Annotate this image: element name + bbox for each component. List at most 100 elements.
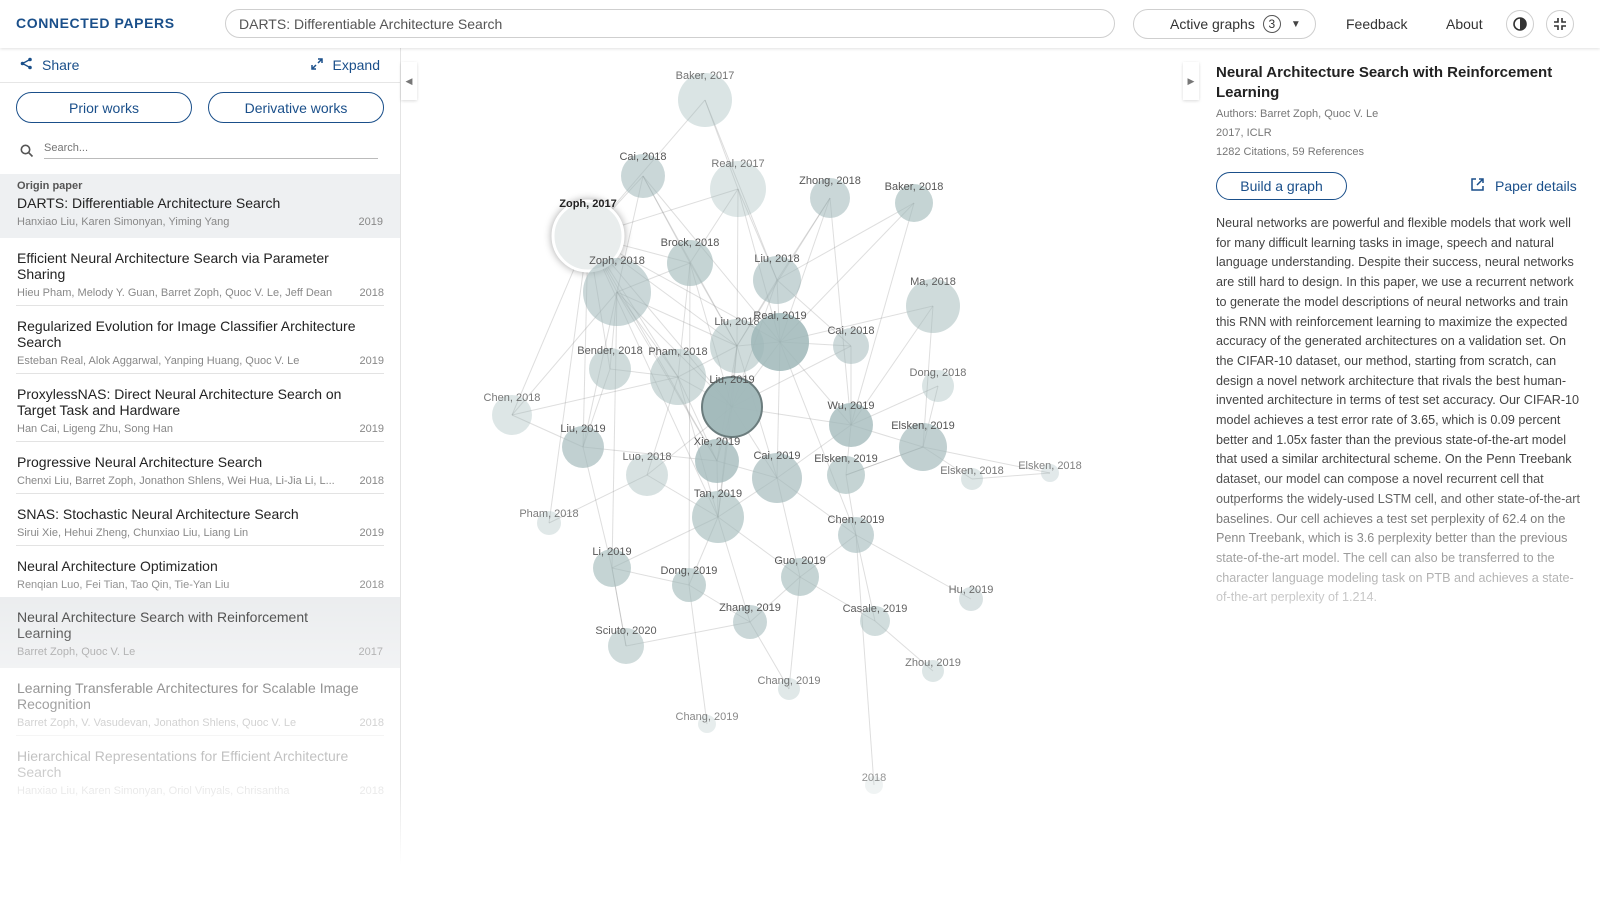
graph-node[interactable]: Elsken, 2019 <box>891 420 955 471</box>
graph-node-circle <box>589 348 631 390</box>
graph-node-circle <box>751 313 809 371</box>
graph-node[interactable]: Zoph, 2017 <box>551 198 625 273</box>
prior-works-button[interactable]: Prior works <box>16 92 192 123</box>
chevron-down-icon: ▼ <box>1290 18 1301 30</box>
graph-node-label: Zhang, 2019 <box>719 602 781 614</box>
active-graphs-dropdown[interactable]: Active graphs 3 ▼ <box>1133 9 1316 39</box>
graph-node-circle <box>667 240 713 286</box>
paper-title: Neural Architecture Optimization <box>17 558 218 574</box>
about-link[interactable]: About <box>1446 16 1483 32</box>
graph-node[interactable]: Real, 2017 <box>710 158 766 217</box>
graph-node[interactable]: Ma, 2018 <box>906 276 960 333</box>
graph-node[interactable]: Chang, 2019 <box>758 675 821 700</box>
origin-paper-item[interactable]: Origin paper DARTS: Differentiable Archi… <box>0 174 400 238</box>
graph-node[interactable]: Chen, 2019 <box>828 514 885 553</box>
graph-node[interactable]: Casale, 2019 <box>843 603 908 636</box>
graph-node[interactable]: Pham, 2018 <box>648 346 708 405</box>
collapse-right-toggle[interactable]: ▶ <box>1183 62 1199 100</box>
graph-node[interactable]: Dong, 2018 <box>910 367 967 402</box>
graph-node[interactable]: Liu, 2019 <box>701 374 763 438</box>
list-item[interactable]: Progressive Neural Architecture Search C… <box>16 442 384 494</box>
graph-node[interactable]: Zhang, 2019 <box>719 602 781 639</box>
list-item[interactable]: Learning Transferable Architectures for … <box>16 668 384 736</box>
list-item[interactable]: Hierarchical Representations for Efficie… <box>16 736 384 803</box>
graph-node[interactable]: Pham, 2018 <box>519 508 579 535</box>
graph-node[interactable]: Hu, 2019 <box>949 584 994 611</box>
graph-node-circle <box>710 161 766 217</box>
graph-node[interactable]: Cai, 2018 <box>619 151 667 198</box>
graph-node[interactable]: Elsken, 2018 <box>940 465 1004 490</box>
share-label: Share <box>42 57 80 73</box>
derivative-works-button[interactable]: Derivative works <box>208 92 384 123</box>
graph-node-label: Liu, 2019 <box>709 374 754 386</box>
graph-node[interactable]: Guo, 2019 <box>774 555 826 596</box>
graph-node[interactable]: Bender, 2018 <box>577 345 643 390</box>
collapse-left-toggle[interactable]: ◀ <box>401 62 417 100</box>
graph-edge <box>704 99 778 281</box>
list-item[interactable]: Neural Architecture Optimization Renqian… <box>16 546 384 597</box>
graph-node[interactable]: Chang, 2019 <box>676 711 739 733</box>
paper-details-link[interactable]: Paper details <box>1470 177 1577 195</box>
selected-list-item[interactable]: Neural Architecture Search with Reinforc… <box>0 597 400 668</box>
graph-node-circle <box>827 456 865 494</box>
graph-node[interactable]: Dong, 2019 <box>661 565 718 602</box>
graph-node-label: Guo, 2019 <box>774 555 825 567</box>
graph-node[interactable]: Tan, 2019 <box>692 488 744 543</box>
graph-node[interactable]: Real, 2019 <box>751 310 809 371</box>
graph-node[interactable]: Liu, 2018 <box>753 253 801 304</box>
graph-node[interactable]: Elsken, 2018 <box>1018 460 1082 482</box>
graph-node[interactable]: 2018 <box>862 772 886 794</box>
graph-node-circle <box>810 178 850 218</box>
graph-node[interactable]: Xie, 2019 <box>694 436 740 483</box>
graph-node-label: Cai, 2018 <box>827 325 874 337</box>
graph-node[interactable]: Luo, 2018 <box>623 451 672 496</box>
contrast-icon[interactable] <box>1506 10 1534 38</box>
feedback-link[interactable]: Feedback <box>1346 16 1408 32</box>
graph-node[interactable]: Sciuto, 2020 <box>595 625 657 664</box>
expand-button[interactable]: Expand <box>310 57 380 73</box>
graph-edge <box>850 202 915 426</box>
list-item[interactable]: Efficient Neural Architecture Search via… <box>16 238 384 306</box>
graph-node-label: Elsken, 2018 <box>1018 460 1082 472</box>
graph-node[interactable]: Baker, 2017 <box>676 70 735 127</box>
graph-node-circle <box>626 454 668 496</box>
graph-node[interactable]: Zhong, 2018 <box>799 175 861 218</box>
paper-title: SNAS: Stochastic Neural Architecture Sea… <box>17 506 299 522</box>
paper-year: 2018 <box>359 475 384 487</box>
graph-node[interactable]: Liu, 2018 <box>710 316 764 373</box>
graph-node[interactable]: Brock, 2018 <box>661 237 720 286</box>
list-item[interactable]: Regularized Evolution for Image Classifi… <box>16 306 384 374</box>
logo[interactable]: CONNECTED PAPERS <box>16 15 175 31</box>
graph-node[interactable]: Chen, 2018 <box>484 392 541 435</box>
paper-year: 2019 <box>359 527 384 539</box>
paper-authors: Han Cai, Ligeng Zhu, Song Han <box>17 423 173 435</box>
graph-node[interactable]: Wu, 2019 <box>828 400 875 447</box>
graph-node[interactable]: Cai, 2018 <box>827 325 875 364</box>
graph-node[interactable]: Zhou, 2019 <box>905 657 961 682</box>
graph-node[interactable]: Baker, 2018 <box>885 181 944 222</box>
selected-paper-title: Neural Architecture Search with Reinforc… <box>1216 64 1553 101</box>
graph-node-label: Real, 2017 <box>711 158 764 170</box>
paper-title: Learning Transferable Architectures for … <box>17 680 359 712</box>
external-link-icon <box>1470 177 1485 195</box>
search-input[interactable]: DARTS: Differentiable Architecture Searc… <box>225 9 1115 38</box>
fullscreen-icon[interactable] <box>1546 10 1574 38</box>
build-graph-button[interactable]: Build a graph <box>1216 172 1347 200</box>
list-item[interactable]: ProxylessNAS: Direct Neural Architecture… <box>16 374 384 442</box>
graph-node-label: Baker, 2017 <box>676 70 735 82</box>
active-graphs-count: 3 <box>1262 15 1281 33</box>
graph-node[interactable]: Cai, 2019 <box>752 450 802 503</box>
paper-search-input[interactable] <box>44 140 378 159</box>
graph-node[interactable]: Zoph, 2018 <box>583 255 651 326</box>
citation-graph[interactable]: Baker, 2017 Cai, 2018 Real, 2017 Zhong, 201… <box>400 48 1200 902</box>
graph-node[interactable]: Li, 2019 <box>592 546 632 587</box>
graph-node-circle <box>752 453 802 503</box>
selected-paper-authors: Authors: Barret Zoph, Quoc V. Le <box>1216 108 1379 120</box>
list-item[interactable]: SNAS: Stochastic Neural Architecture Sea… <box>16 494 384 546</box>
graph-node-label: Chang, 2019 <box>676 711 739 723</box>
paper-title: ProxylessNAS: Direct Neural Architecture… <box>17 386 342 418</box>
share-button[interactable]: Share <box>20 57 79 73</box>
graph-node[interactable]: Liu, 2019 <box>560 423 606 468</box>
graph-node[interactable]: Elsken, 2019 <box>814 453 878 494</box>
graph-edge <box>625 621 751 647</box>
